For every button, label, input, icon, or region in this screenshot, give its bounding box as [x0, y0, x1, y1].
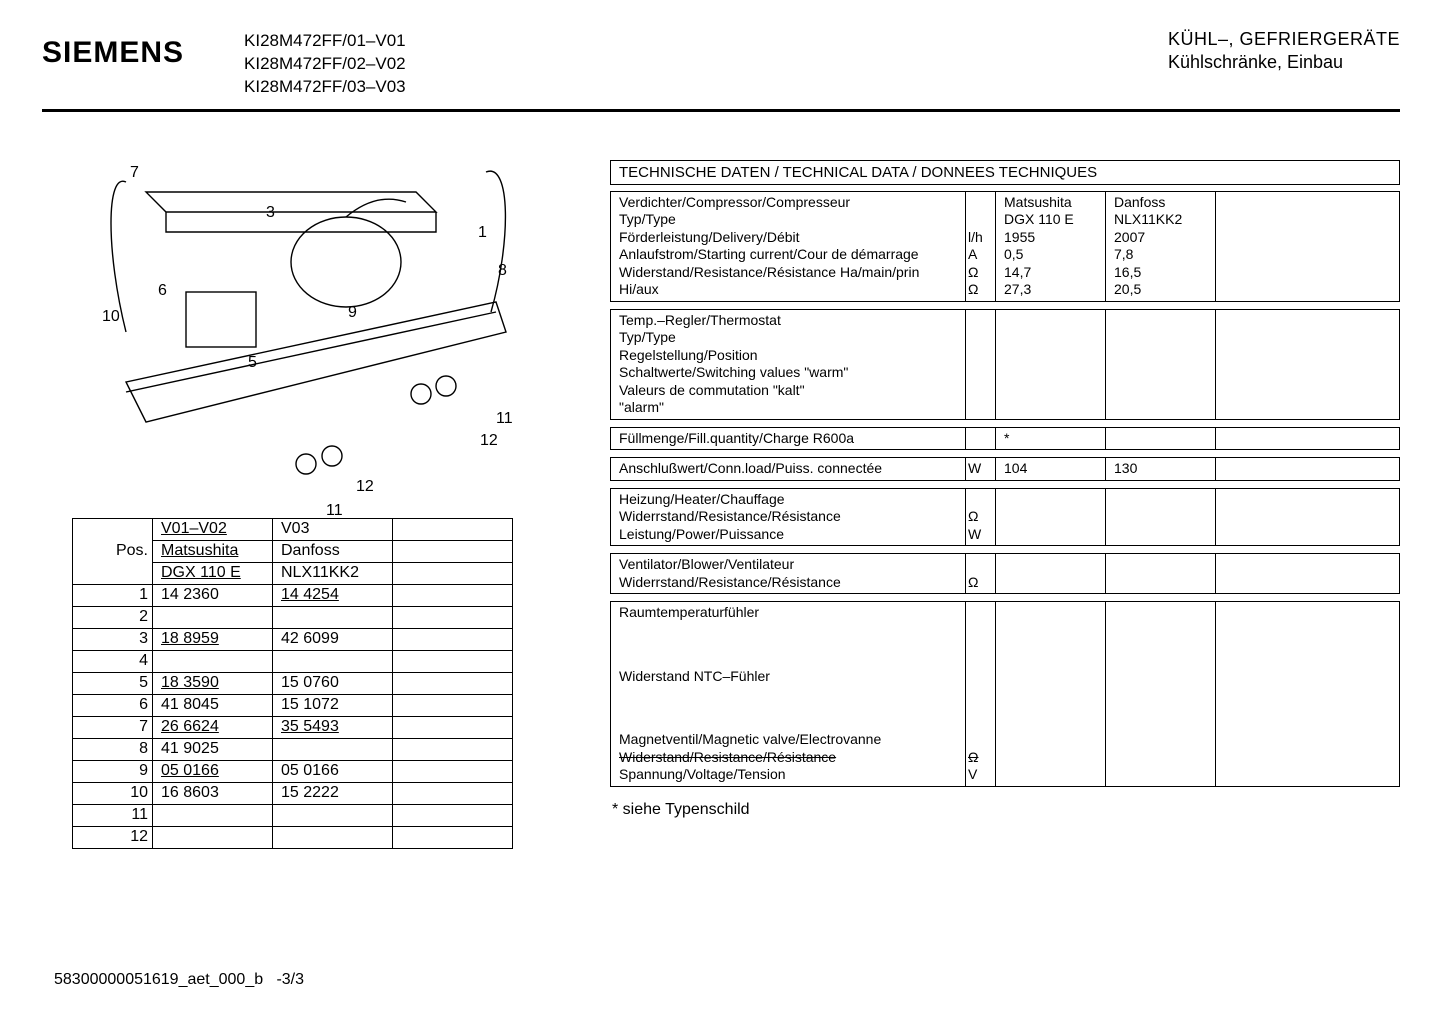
brand-c	[393, 540, 513, 562]
page-number: -3/3	[276, 971, 304, 988]
category-line-2: Kühlschränke, Einbau	[1168, 51, 1400, 74]
unit-volt: V	[968, 766, 993, 784]
tech-heater: Heizung/Heater/Chauffage Widerrstand/Res…	[610, 488, 1400, 547]
tech-thermostat: Temp.–Regler/Thermostat Typ/Type Regelst…	[610, 309, 1400, 420]
blower-labels: Ventilator/Blower/Ventilateur Widerrstan…	[611, 554, 966, 594]
page-header: SIEMENS KI28M472FF/01–V01 KI28M472FF/02–…	[42, 28, 1400, 112]
compressor-col-c	[1216, 191, 1400, 301]
sensor-resistance-strike: Widerstand/Resistance/Résistance	[619, 749, 957, 767]
model-c	[393, 562, 513, 584]
brand-b: Danfoss	[273, 540, 393, 562]
callout-3: 3	[266, 204, 275, 222]
variant-a: V01–V02	[153, 518, 273, 540]
parts-row: 1016 860315 2222	[73, 782, 513, 804]
brand-a: Matsushita	[153, 540, 273, 562]
pos-header: Pos.	[73, 518, 153, 584]
callout-6: 6	[158, 282, 167, 300]
callout-5: 5	[248, 354, 257, 372]
header-right: KÜHL–, GEFRIERGERÄTE Kühlschränke, Einba…	[1168, 28, 1400, 73]
model-line: KI28M472FF/02–V02	[244, 53, 406, 76]
conn-val-b: 130	[1106, 458, 1216, 481]
brand-logo: SIEMENS	[42, 28, 184, 70]
variant-b: V03	[273, 518, 393, 540]
parts-row: 4	[73, 650, 513, 672]
tech-fill: Füllmenge/Fill.quantity/Charge R600a *	[610, 427, 1400, 451]
parts-table: Pos. V01–V02 V03 Matsushita Danfoss DGX …	[72, 518, 513, 849]
callout-8: 8	[498, 262, 507, 280]
conn-unit: W	[966, 458, 996, 481]
tech-compressor: Verdichter/Compressor/Compresseur Typ/Ty…	[610, 191, 1400, 302]
footnote: * siehe Typenschild	[612, 801, 1400, 819]
compressor-col-a: Matsushita DGX 110 E 1955 0,5 14,7 27,3	[996, 191, 1106, 301]
parts-row: 905 016605 0166	[73, 760, 513, 782]
parts-row: 11	[73, 804, 513, 826]
diagram-svg	[66, 132, 526, 512]
sensor-room: Raumtemperaturfühler	[619, 604, 957, 622]
compressor-units: l/h A Ω Ω	[966, 191, 996, 301]
model-b: NLX11KK2	[273, 562, 393, 584]
blower-units: Ω	[966, 554, 996, 594]
callout-10: 10	[102, 308, 120, 326]
row-variants: Pos. V01–V02 V03	[73, 518, 513, 540]
callout-9: 9	[348, 304, 357, 322]
fill-label: Füllmenge/Fill.quantity/Charge R600a	[611, 427, 966, 450]
callout-12: 12	[480, 432, 498, 450]
sensor-ntc: Widerstand NTC–Fühler	[619, 668, 957, 686]
callout-11: 11	[496, 410, 513, 428]
right-column: TECHNISCHE DATEN / TECHNICAL DATA / DONN…	[610, 132, 1400, 849]
exploded-diagram: 7 3 1 8 6 10 9 5 11 12 12 11	[66, 132, 526, 512]
callout-7: 7	[130, 164, 139, 182]
page-footer: 58300000051619_aet_000_b -3/3	[54, 971, 304, 989]
model-line: KI28M472FF/03–V03	[244, 76, 406, 99]
body-columns: 7 3 1 8 6 10 9 5 11 12 12 11 Pos. V01–V0…	[42, 132, 1400, 849]
model-a: DGX 110 E	[153, 562, 273, 584]
compressor-labels: Verdichter/Compressor/Compresseur Typ/Ty…	[611, 191, 966, 301]
model-list: KI28M472FF/01–V01 KI28M472FF/02–V02 KI28…	[244, 28, 406, 99]
fill-val-a: *	[996, 427, 1106, 450]
sensors-labels: Raumtemperaturfühler Widerstand NTC–Fühl…	[611, 602, 966, 787]
unit-ohm-strike: Ω	[968, 749, 993, 767]
variant-c	[393, 518, 513, 540]
thermostat-labels: Temp.–Regler/Thermostat Typ/Type Regelst…	[611, 309, 966, 419]
heater-units: Ω W	[966, 488, 996, 546]
parts-row: 518 359015 0760	[73, 672, 513, 694]
tech-connload: Anschlußwert/Conn.load/Puiss. connectée …	[610, 457, 1400, 481]
callout-1: 1	[478, 224, 487, 242]
parts-row: 641 804515 1072	[73, 694, 513, 716]
sensor-voltage: Spannung/Voltage/Tension	[619, 766, 957, 784]
parts-row: 841 9025	[73, 738, 513, 760]
parts-row: 114 236014 4254	[73, 584, 513, 606]
tech-blower: Ventilator/Blower/Ventilateur Widerrstan…	[610, 553, 1400, 594]
conn-val-a: 104	[996, 458, 1106, 481]
sensor-mv: Magnetventil/Magnetic valve/Electrovanne	[619, 731, 957, 749]
category-line-1: KÜHL–, GEFRIERGERÄTE	[1168, 28, 1400, 51]
parts-row: 726 662435 5493	[73, 716, 513, 738]
heater-labels: Heizung/Heater/Chauffage Widerrstand/Res…	[611, 488, 966, 546]
parts-row: 2	[73, 606, 513, 628]
tech-sensors: Raumtemperaturfühler Widerstand NTC–Fühl…	[610, 601, 1400, 787]
compressor-col-b: Danfoss NLX11KK2 2007 7,8 16,5 20,5	[1106, 191, 1216, 301]
model-line: KI28M472FF/01–V01	[244, 30, 406, 53]
tech-data-title: TECHNISCHE DATEN / TECHNICAL DATA / DONN…	[610, 160, 1400, 185]
conn-label: Anschlußwert/Conn.load/Puiss. connectée	[611, 458, 966, 481]
parts-row: 12	[73, 826, 513, 848]
left-column: 7 3 1 8 6 10 9 5 11 12 12 11 Pos. V01–V0…	[42, 132, 562, 849]
doc-number: 58300000051619_aet_000_b	[54, 971, 263, 988]
header-left: SIEMENS KI28M472FF/01–V01 KI28M472FF/02–…	[42, 28, 406, 99]
callout-12b: 12	[356, 478, 374, 496]
callout-11b: 11	[326, 502, 343, 520]
parts-row: 318 895942 6099	[73, 628, 513, 650]
